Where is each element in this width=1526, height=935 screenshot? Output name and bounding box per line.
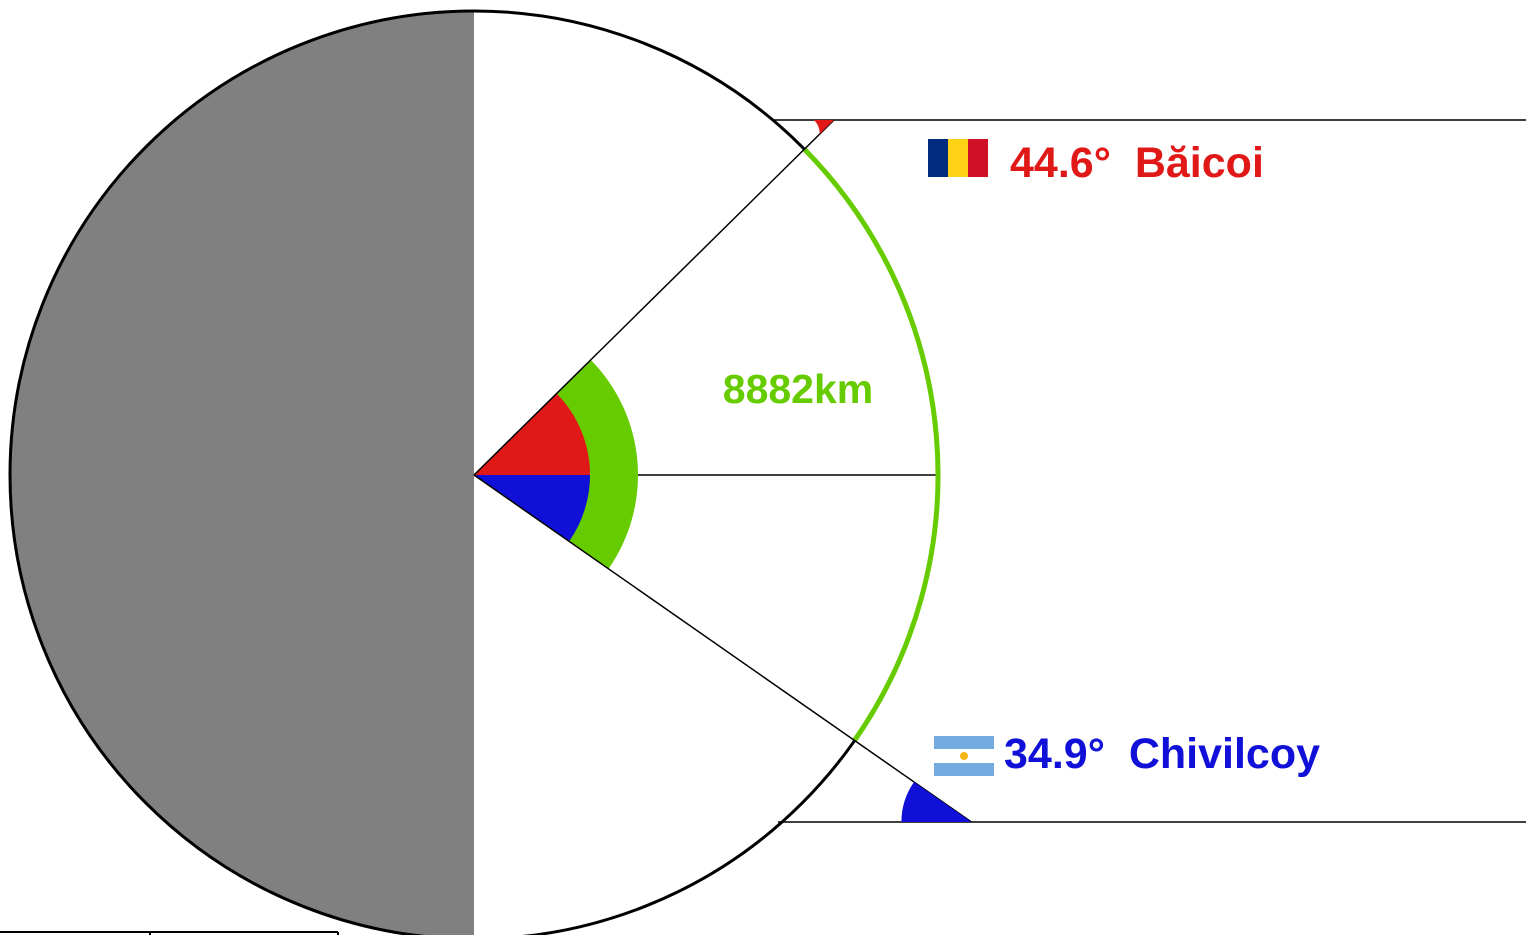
distance-label: 8882km [723, 366, 873, 412]
night-side [10, 11, 474, 935]
baicoi-radius-line [473, 119, 835, 476]
chivilcoy-label: 34.9° Chivilcoy [1004, 730, 1320, 778]
distance-arc [802, 147, 941, 742]
chivilcoy-name: Chivilcoy [1129, 730, 1320, 778]
baicoi-corner-angle [813, 120, 834, 135]
chivilcoy-latitude: 34.9° [1004, 730, 1105, 778]
argentina-flag-icon [934, 736, 994, 776]
earth-globe [8, 9, 940, 935]
chivilcoy-corner-angle [901, 781, 972, 822]
romania-flag-icon [928, 139, 988, 177]
baicoi-name: Băicoi [1135, 139, 1264, 187]
baicoi-latitude: 44.6° [1010, 139, 1111, 187]
chivilcoy-radius-line [473, 474, 972, 823]
chivilcoy-latitude-sector [474, 475, 590, 542]
baicoi-latitude-sector [474, 393, 590, 475]
baicoi-label: 44.6° Băicoi [1010, 139, 1264, 187]
